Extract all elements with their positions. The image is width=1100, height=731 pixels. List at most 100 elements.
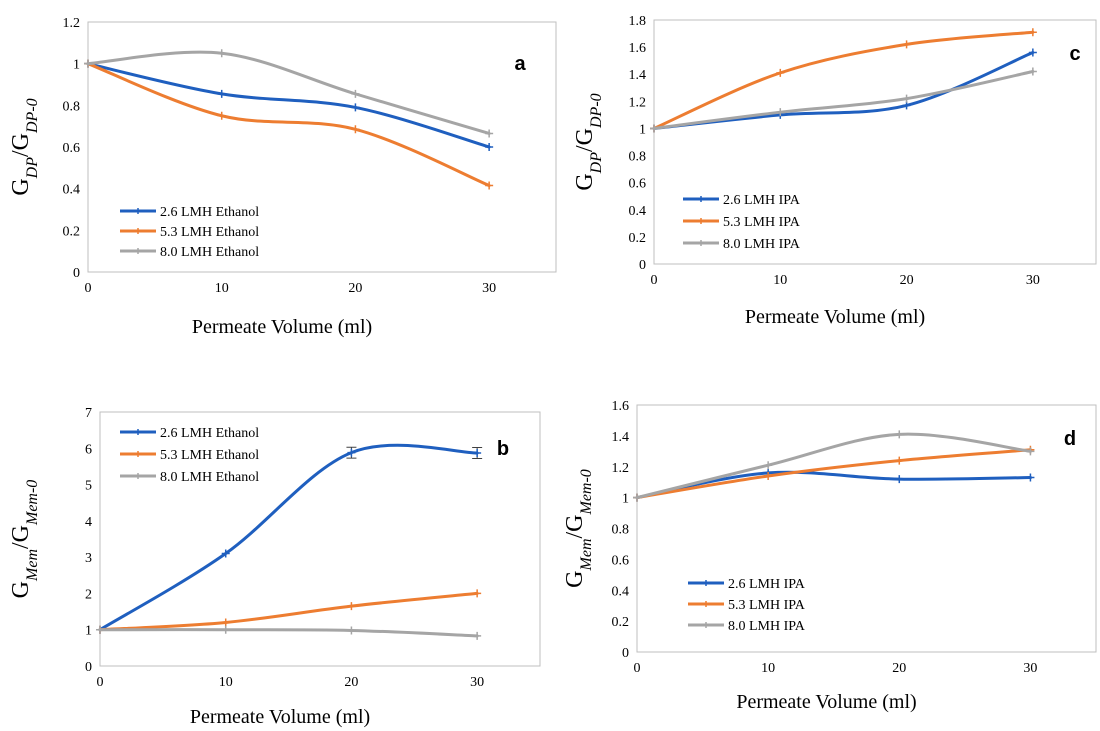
plot-area-frame	[87, 21, 557, 273]
data-point	[217, 49, 226, 58]
x-tick-label: 30	[482, 281, 496, 296]
series-line-3	[98, 628, 479, 638]
data-point	[473, 449, 482, 458]
y-tick-label: 6	[85, 442, 92, 457]
data-point	[347, 626, 356, 635]
x-axis-label: Permeate Volume (ml)	[190, 706, 370, 728]
y-tick-label: 0.2	[629, 231, 647, 246]
data-point	[1026, 447, 1035, 456]
data-point	[895, 456, 904, 465]
legend-label-2: 5.3 LMH Ethanol	[160, 225, 259, 240]
y-tick-label: 1.2	[629, 95, 647, 110]
y-tick-label: 1.2	[612, 461, 630, 476]
y-tick-label: 7	[85, 406, 92, 421]
data-point	[217, 89, 226, 98]
data-point	[351, 89, 360, 98]
y-tick-label: 0.8	[63, 99, 81, 114]
data-point	[1028, 67, 1037, 76]
legend-label-1: 2.6 LMH IPA	[728, 577, 806, 592]
series-line-1	[652, 51, 1035, 130]
x-axis-label: Permeate Volume (ml)	[745, 306, 925, 328]
data-point	[221, 618, 230, 627]
x-tick-label: 30	[470, 675, 484, 690]
data-point	[221, 549, 230, 558]
series-line-3	[86, 50, 491, 135]
y-axis-label: GMem/GMem-0	[562, 469, 595, 588]
data-point	[764, 461, 773, 470]
y-tick-label: 0.6	[63, 141, 81, 156]
legend-label-1: 2.6 LMH Ethanol	[160, 426, 259, 441]
legend-label-1: 2.6 LMH IPA	[723, 193, 801, 208]
data-point	[221, 625, 230, 634]
y-tick-label: 1	[85, 624, 92, 639]
data-point	[485, 181, 494, 190]
legend-label-3: 8.0 LMH Ethanol	[160, 470, 259, 485]
data-point	[96, 625, 104, 634]
y-tick-label: 4	[85, 515, 92, 530]
data-point	[902, 40, 911, 49]
x-tick-label: 10	[761, 661, 775, 676]
series-line-3	[652, 70, 1035, 130]
chart-panel-c: 0 0.2 0.4 0.6 0.8 1 1.2 1.4 1.6 1.8 0 10 20 30 Permeat…	[572, 14, 1097, 328]
y-tick-label: 1.6	[629, 41, 647, 56]
series-line-1	[86, 62, 491, 149]
data-point	[895, 475, 904, 484]
y-tick-label: 3	[85, 551, 92, 566]
data-point	[650, 124, 658, 133]
plot-area-frame	[636, 404, 1097, 653]
data-point	[1028, 28, 1037, 37]
series-line-2	[86, 62, 491, 188]
y-axis-label: GDP/GDP-0	[8, 98, 41, 195]
legend-label-2: 5.3 LMH IPA	[723, 215, 801, 230]
data-point	[473, 631, 482, 640]
y-tick-label: 1	[73, 58, 80, 73]
x-tick-label: 10	[773, 273, 787, 288]
data-point	[776, 108, 785, 117]
chart-panel-d: 0 0.2 0.4 0.6 0.8 1 1.2 1.4 1.6 0 10 20 30 Permeate V…	[562, 399, 1097, 713]
x-tick-label: 20	[348, 281, 362, 296]
data-point	[351, 103, 360, 112]
x-tick-label: 0	[85, 281, 92, 296]
data-point	[347, 602, 356, 611]
y-axis-label: GMem/GMem-0	[8, 480, 41, 599]
y-tick-label: 0.4	[629, 204, 647, 219]
legend-label-1: 2.6 LMH Ethanol	[160, 205, 259, 220]
x-tick-label: 30	[1026, 273, 1040, 288]
y-tick-label: 0.6	[612, 553, 630, 568]
series-line-2	[98, 591, 479, 632]
x-tick-label: 20	[900, 273, 914, 288]
y-tick-label: 0.8	[612, 523, 630, 538]
data-point	[902, 94, 911, 103]
panel-letter: a	[514, 53, 526, 75]
legend-label-2: 5.3 LMH IPA	[728, 598, 806, 613]
data-point	[217, 111, 226, 120]
x-tick-label: 20	[892, 661, 906, 676]
plot-area-frame	[99, 411, 541, 667]
y-tick-label: 0.8	[629, 150, 647, 165]
y-tick-label: 0.4	[63, 183, 81, 198]
y-tick-label: 0	[73, 266, 80, 281]
y-tick-label: 5	[85, 479, 92, 494]
x-tick-label: 0	[651, 273, 658, 288]
y-tick-label: 1.2	[63, 16, 81, 31]
y-tick-label: 1	[622, 492, 629, 507]
x-tick-label: 30	[1023, 661, 1037, 676]
y-tick-label: 0.6	[629, 177, 647, 192]
x-axis-label: Permeate Volume (ml)	[736, 691, 916, 713]
series-line-1	[635, 470, 1032, 500]
y-tick-label: 1.6	[612, 399, 630, 414]
legend-label-2: 5.3 LMH Ethanol	[160, 448, 259, 463]
data-point	[764, 472, 773, 481]
y-axis-label: GDP/GDP-0	[572, 93, 605, 190]
y-tick-label: 0.4	[612, 584, 630, 599]
panel-letter: d	[1064, 428, 1076, 450]
data-point	[902, 101, 911, 110]
data-point	[895, 430, 904, 439]
series-line-2	[635, 448, 1032, 500]
y-tick-label: 2	[85, 587, 92, 602]
chart-panel-a: 0 0.2 0.4 0.6 0.8 1 1.2 0 10 20 30 Permeate Volume …	[8, 16, 557, 338]
panel-letter: b	[497, 438, 509, 460]
data-point	[1026, 473, 1035, 482]
panel-letter: c	[1069, 43, 1080, 65]
